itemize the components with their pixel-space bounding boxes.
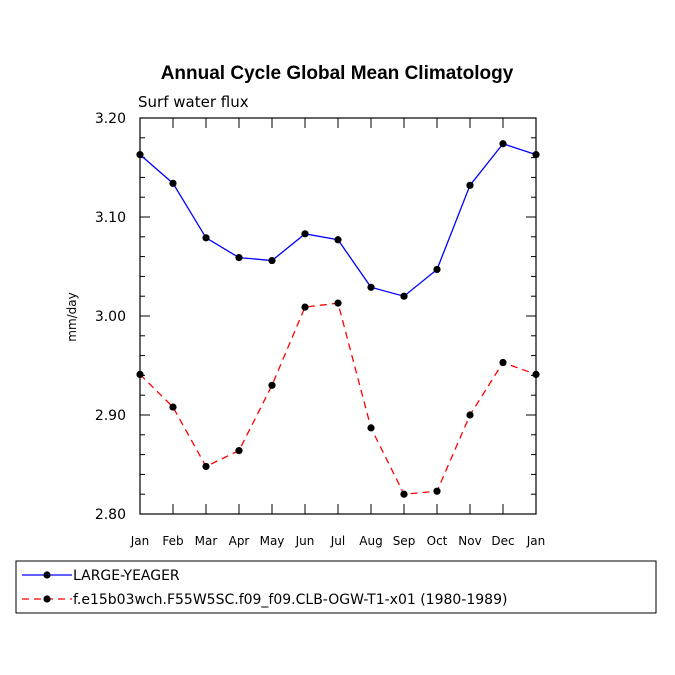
y-tick-label: 3.10 — [95, 210, 126, 226]
legend-marker-2 — [43, 595, 51, 603]
series-2-point — [202, 462, 210, 471]
series-2-point — [367, 424, 375, 432]
x-tick-label: Aug — [359, 534, 382, 548]
x-tick-label: Nov — [458, 534, 481, 548]
x-tick-label: Oct — [427, 534, 448, 548]
x-tick-label: Apr — [229, 534, 250, 548]
series-line-1 — [139, 142, 537, 297]
series-2-point — [268, 381, 276, 389]
series-2-point — [466, 411, 474, 419]
x-tick-label: Feb — [162, 534, 183, 548]
legend-label-1: LARGE-YEAGER — [73, 568, 180, 584]
y-tick-label: 3.20 — [95, 111, 126, 127]
series-1-point — [499, 140, 507, 148]
series-2-point — [499, 358, 507, 367]
x-tick-label: Jan — [130, 534, 150, 548]
x-tick-label: Mar — [195, 534, 218, 548]
series-1-point — [334, 236, 342, 244]
series-line-2 — [139, 302, 537, 495]
series-2-point — [433, 487, 441, 495]
series-1-point — [433, 265, 441, 274]
legend-marker-1 — [43, 571, 51, 579]
series-2-point — [169, 403, 177, 411]
legend-box — [15, 560, 657, 614]
x-tick-label: Jan — [526, 534, 546, 548]
y-tick-label: 2.80 — [95, 507, 126, 523]
series-1-point — [466, 181, 474, 189]
x-tick-label: May — [260, 534, 285, 548]
series-1-point — [268, 256, 276, 265]
series-2-point — [301, 303, 309, 311]
series-2-point — [334, 299, 342, 307]
x-tick-label: Jun — [295, 534, 315, 548]
series-2-point — [235, 447, 243, 455]
legend-label-2: f.e15b03wch.F55W5SC.f09_f09.CLB-OGW-T1-x… — [73, 592, 507, 608]
series-1-point — [400, 292, 408, 300]
series-2-point — [400, 490, 408, 498]
series-1-point — [202, 234, 210, 242]
chart-subtitle: Surf water flux — [138, 93, 249, 111]
series-1-point — [169, 179, 177, 187]
y-tick-label: 3.00 — [95, 309, 126, 325]
series-1-point — [367, 283, 375, 291]
series-1-point — [301, 230, 309, 238]
chart-title: Annual Cycle Global Mean Climatology — [161, 63, 514, 84]
x-tick-label: Sep — [393, 534, 416, 548]
x-tick-label: Jul — [330, 534, 345, 548]
y-axis-label: mm/day — [65, 292, 79, 342]
series-1-point — [235, 253, 243, 262]
y-tick-label: 2.90 — [95, 408, 126, 424]
x-tick-label: Dec — [491, 534, 514, 548]
plot-frame — [139, 117, 537, 515]
